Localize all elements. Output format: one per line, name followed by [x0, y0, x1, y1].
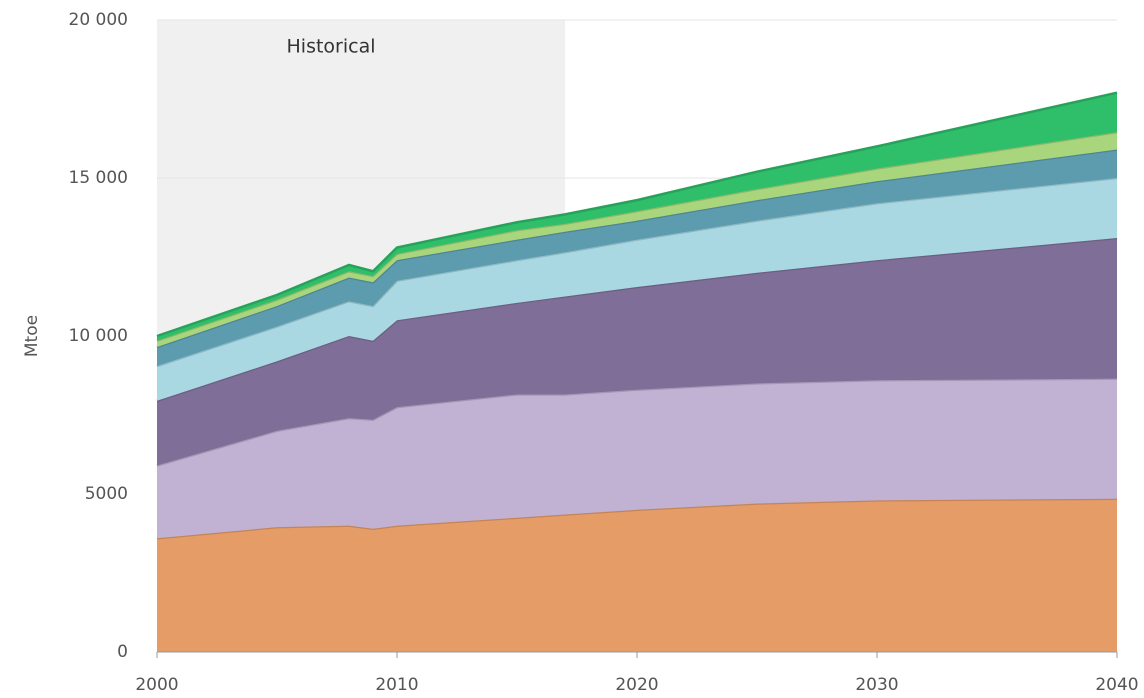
annotation: Historical — [287, 36, 376, 58]
area — [157, 149, 1117, 367]
y-tick-label: 5000 — [85, 484, 128, 504]
area — [157, 132, 1117, 348]
area — [157, 92, 1117, 341]
area — [157, 238, 1117, 466]
area — [157, 498, 1117, 652]
x-tick-label: 2020 — [615, 675, 658, 695]
y-tick-label: 10 000 — [69, 326, 128, 346]
y-axis-label: Mtoe — [22, 315, 42, 357]
x-tick-label: 2000 — [135, 675, 178, 695]
area-layer — [156, 91, 1118, 652]
x-tick-label: 2030 — [855, 675, 898, 695]
x-tick-label: 2010 — [375, 675, 418, 695]
x-tick-label: 2040 — [1095, 675, 1138, 695]
label-layer: Historical 0 5000 10 000 15 000 20 000 2000 201… — [69, 10, 1139, 695]
area — [157, 378, 1117, 539]
area — [157, 178, 1117, 401]
y-tick-label: 15 000 — [69, 168, 128, 188]
area-edge — [156, 91, 1118, 338]
y-tick-label: 0 — [117, 642, 128, 662]
y-tick-label: 20 000 — [69, 10, 128, 30]
